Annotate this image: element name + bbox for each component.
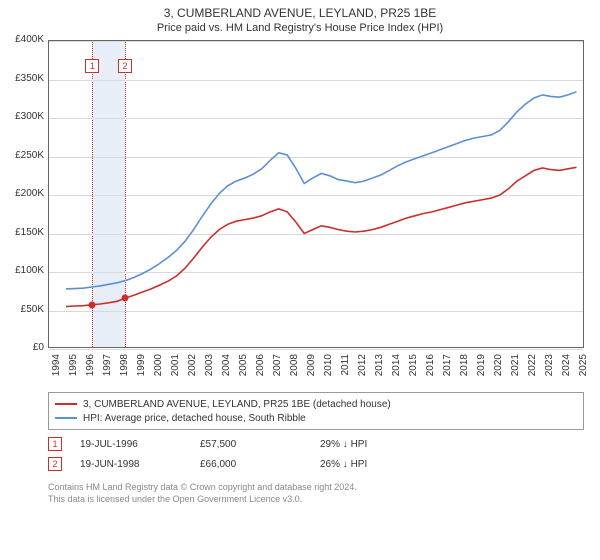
- x-tick-label: 2023: [544, 354, 555, 384]
- x-tick-label: 2010: [323, 354, 334, 384]
- x-tick-label: 2006: [255, 354, 266, 384]
- x-tick-label: 2000: [153, 354, 164, 384]
- x-tick-label: 2009: [306, 354, 317, 384]
- sale-delta: 26% ↓ HPI: [320, 459, 440, 470]
- sale-date: 19-JUN-1998: [80, 459, 200, 470]
- legend: 3, CUMBERLAND AVENUE, LEYLAND, PR25 1BE …: [48, 392, 584, 430]
- sale-row-badge: 2: [48, 457, 62, 471]
- x-tick-label: 2014: [391, 354, 402, 384]
- sale-marker-dot: [89, 301, 96, 308]
- y-tick-label: £250K: [4, 150, 44, 161]
- x-tick-label: 2004: [221, 354, 232, 384]
- chart-subtitle: Price paid vs. HM Land Registry's House …: [0, 22, 600, 34]
- chart-container: 3, CUMBERLAND AVENUE, LEYLAND, PR25 1BE …: [0, 0, 600, 560]
- sales-table: 1 19-JUL-1996£57,50029% ↓ HPI 2 19-JUN-1998…: [48, 434, 440, 474]
- legend-label: HPI: Average price, detached house, Sout…: [83, 413, 306, 424]
- x-tick-label: 1998: [119, 354, 130, 384]
- x-tick-label: 1994: [51, 354, 62, 384]
- x-tick-label: 2020: [493, 354, 504, 384]
- x-tick-label: 2022: [527, 354, 538, 384]
- x-tick-label: 2021: [510, 354, 521, 384]
- y-tick-label: £300K: [4, 111, 44, 122]
- sale-date: 19-JUL-1996: [80, 439, 200, 450]
- legend-item: HPI: Average price, detached house, Sout…: [55, 411, 577, 425]
- series-lines: [49, 41, 585, 349]
- sale-marker-dot: [122, 295, 129, 302]
- series-line: [66, 92, 577, 289]
- x-tick-label: 2005: [238, 354, 249, 384]
- x-tick-label: 2008: [289, 354, 300, 384]
- x-tick-label: 1997: [102, 354, 113, 384]
- x-tick-label: 2019: [476, 354, 487, 384]
- gridline-h: [49, 349, 583, 350]
- x-tick-label: 2017: [442, 354, 453, 384]
- legend-item: 3, CUMBERLAND AVENUE, LEYLAND, PR25 1BE …: [55, 397, 577, 411]
- x-tick-label: 1995: [68, 354, 79, 384]
- x-tick-label: 2011: [340, 354, 351, 384]
- x-tick-label: 1999: [136, 354, 147, 384]
- y-tick-label: £0: [4, 342, 44, 353]
- footer-line: This data is licensed under the Open Gov…: [48, 494, 357, 506]
- sale-row: 1 19-JUL-1996£57,50029% ↓ HPI: [48, 434, 440, 454]
- y-tick-label: £350K: [4, 73, 44, 84]
- series-line: [66, 167, 577, 306]
- legend-label: 3, CUMBERLAND AVENUE, LEYLAND, PR25 1BE …: [83, 399, 391, 410]
- sale-row: 2 19-JUN-1998£66,00026% ↓ HPI: [48, 454, 440, 474]
- y-tick-label: £400K: [4, 34, 44, 45]
- x-tick-label: 2013: [374, 354, 385, 384]
- y-tick-label: £50K: [4, 304, 44, 315]
- footer-attribution: Contains HM Land Registry data © Crown c…: [48, 482, 357, 505]
- x-tick-label: 1996: [85, 354, 96, 384]
- sale-marker-badge: 2: [118, 59, 132, 73]
- y-tick-label: £100K: [4, 265, 44, 276]
- x-tick-label: 2012: [357, 354, 368, 384]
- x-tick-label: 2001: [170, 354, 181, 384]
- x-tick-label: 2016: [425, 354, 436, 384]
- x-tick-label: 2015: [408, 354, 419, 384]
- sale-delta: 29% ↓ HPI: [320, 439, 440, 450]
- sale-marker-badge: 1: [85, 59, 99, 73]
- footer-line: Contains HM Land Registry data © Crown c…: [48, 482, 357, 494]
- y-tick-label: £150K: [4, 227, 44, 238]
- plot-area: 12: [48, 40, 584, 348]
- x-tick-label: 2007: [272, 354, 283, 384]
- x-tick-label: 2024: [561, 354, 572, 384]
- chart-title: 3, CUMBERLAND AVENUE, LEYLAND, PR25 1BE: [0, 0, 600, 20]
- sale-price: £57,500: [200, 439, 320, 450]
- x-tick-label: 2003: [204, 354, 215, 384]
- legend-swatch: [55, 403, 77, 405]
- x-tick-label: 2002: [187, 354, 198, 384]
- sale-row-badge: 1: [48, 437, 62, 451]
- legend-swatch: [55, 417, 77, 419]
- sale-price: £66,000: [200, 459, 320, 470]
- y-tick-label: £200K: [4, 188, 44, 199]
- x-tick-label: 2025: [578, 354, 589, 384]
- x-tick-label: 2018: [459, 354, 470, 384]
